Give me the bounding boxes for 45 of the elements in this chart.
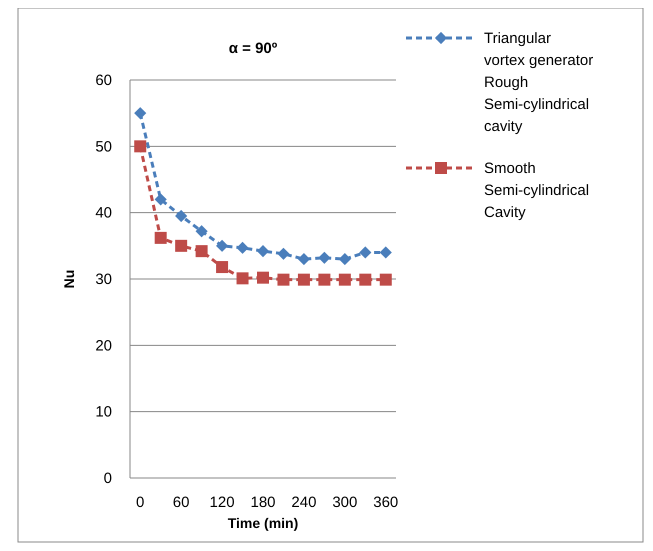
point [298,253,310,266]
point [236,242,249,254]
legend-label: Triangular vortex generator Rough Semi-cylindrical cavity [484,30,594,135]
y-tick-label: 60 [95,72,112,89]
x-tick-label: 60 [172,494,190,511]
legend-label: Smooth Semi-cylindrical Cavity [484,160,590,221]
point [154,193,167,206]
x-tick-label: 360 [373,494,398,511]
point [216,240,228,252]
point [175,240,188,252]
point [318,274,330,286]
y-tick-label: 0 [104,470,112,487]
y-tick-label: 20 [95,337,112,354]
point [256,245,270,258]
point [216,261,228,274]
point [134,107,146,120]
point [257,272,269,284]
point [380,274,392,286]
point [134,140,146,152]
x-tick-label: 0 [136,494,144,511]
y-tick-label: 30 [95,271,112,288]
x-tick-label: 300 [332,494,358,511]
x-axis-title: Time (min) [228,515,298,531]
point [359,274,372,286]
x-tick-label: 240 [291,494,316,511]
point [236,272,249,284]
y-axis-title: Nu [61,270,77,288]
chart-title: α = 90º [228,40,278,57]
y-tick-label: 40 [95,204,112,222]
x-tick-label: 120 [210,494,235,511]
point [298,274,310,286]
point [277,248,290,260]
y-tick-label: 10 [95,404,112,421]
y-tick-label: 50 [95,138,112,156]
point [338,274,351,286]
point [196,225,208,238]
point [154,232,167,244]
point [318,252,330,264]
x-tick-label: 180 [250,494,276,511]
point [359,246,372,259]
point [380,246,392,259]
point [338,253,351,266]
point [277,274,290,286]
point [196,245,208,258]
point [175,210,188,222]
